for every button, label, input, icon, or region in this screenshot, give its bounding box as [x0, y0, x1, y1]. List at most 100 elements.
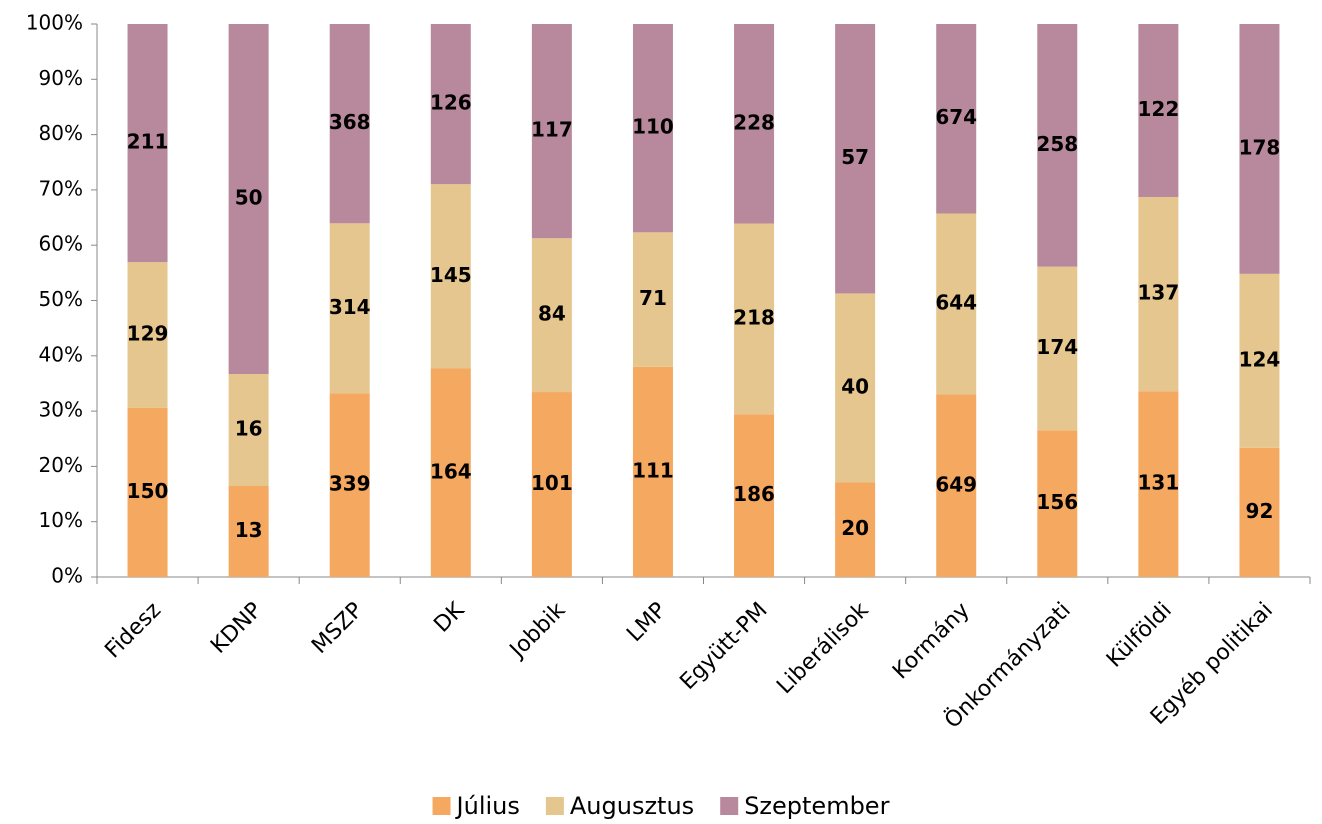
data-label: 258	[1036, 132, 1078, 156]
x-tick-label: Fidesz	[100, 598, 166, 664]
bar-segment	[835, 293, 876, 483]
bar-segment	[734, 414, 775, 577]
data-label: 124	[1239, 347, 1281, 371]
y-tick-label: 40%	[39, 342, 83, 366]
data-label: 110	[632, 115, 674, 139]
bar-segment	[1037, 24, 1078, 267]
bar-segment	[1138, 196, 1179, 392]
data-label: 150	[127, 479, 169, 503]
bar-segment	[430, 184, 471, 369]
x-tick-label: Kormány	[888, 598, 974, 684]
y-tick-label: 90%	[39, 66, 83, 90]
y-tick-label: 10%	[39, 508, 83, 532]
bar-segment	[835, 482, 876, 577]
data-label: 178	[1239, 135, 1281, 159]
data-label: 71	[639, 286, 667, 310]
data-label: 111	[632, 458, 674, 482]
bar-segment	[329, 393, 370, 577]
legend-swatch	[545, 797, 564, 815]
data-label: 649	[935, 472, 977, 496]
y-tick-label: 30%	[39, 398, 83, 422]
y-tick-label: 50%	[39, 287, 83, 311]
bar-segment	[531, 238, 572, 393]
data-label: 164	[430, 459, 472, 483]
bar-segment	[1239, 273, 1280, 448]
data-label: 131	[1138, 471, 1180, 495]
data-label: 92	[1246, 499, 1274, 523]
legend-swatch	[432, 797, 451, 815]
bar-segment	[1239, 24, 1280, 274]
y-tick-label: 100%	[26, 11, 83, 35]
data-label: 186	[733, 482, 775, 506]
bar-segment	[835, 24, 876, 294]
x-tick-label: KDNP	[206, 598, 267, 659]
data-label: 314	[329, 295, 371, 319]
bar-segment	[936, 213, 977, 395]
bar-segment	[1138, 391, 1179, 577]
data-label: 13	[235, 518, 263, 542]
bar-segment	[936, 24, 977, 214]
data-label: 40	[841, 374, 869, 398]
data-label: 50	[235, 186, 263, 210]
bar-segment	[1239, 447, 1280, 577]
legend: Július Augusztus Szeptember	[432, 792, 890, 820]
data-label: 156	[1036, 490, 1078, 514]
x-tick-label: Együtt-PM	[675, 598, 772, 695]
legend-label: Július	[455, 792, 520, 820]
y-tick-label: 60%	[39, 232, 83, 256]
x-tick-label: DK	[429, 597, 469, 637]
y-tick-label: 70%	[39, 176, 83, 200]
bar-segment	[1037, 266, 1078, 431]
data-label: 137	[1138, 281, 1180, 305]
data-label: 117	[531, 118, 573, 142]
data-label: 57	[841, 145, 869, 169]
x-tick-label: LMP	[622, 598, 671, 647]
data-label: 20	[841, 516, 869, 540]
data-label: 101	[531, 471, 573, 495]
y-tick-label: 80%	[39, 121, 83, 145]
x-tick-label: Jobbik	[504, 598, 570, 664]
bar-segment	[734, 223, 775, 415]
bar-segment	[531, 24, 572, 239]
bar-segment	[632, 24, 673, 233]
data-label: 211	[127, 130, 169, 154]
x-tick-label: MSZP	[307, 598, 368, 659]
bar-segment	[936, 394, 977, 577]
data-label: 122	[1138, 97, 1180, 121]
bar-segment	[127, 262, 168, 408]
y-tick-label: 0%	[51, 564, 83, 588]
bar-segment	[127, 24, 168, 263]
bar-segment	[228, 374, 269, 486]
bar-segment	[430, 368, 471, 577]
x-tick-label: Liberálisok	[772, 598, 873, 699]
data-label: 644	[935, 291, 977, 315]
data-label: 228	[733, 110, 775, 134]
data-label: 218	[733, 305, 775, 329]
data-label: 368	[329, 110, 371, 134]
bar-segment	[632, 366, 673, 577]
bar-segment	[531, 392, 572, 577]
legend-swatch	[720, 797, 739, 815]
bar-segment	[1138, 24, 1179, 197]
y-tick-label: 20%	[39, 453, 83, 477]
data-label: 339	[329, 472, 371, 496]
bar-segment	[734, 24, 775, 224]
bar-segment	[228, 486, 269, 577]
bar-segment	[329, 223, 370, 394]
bar-segment	[329, 24, 370, 224]
bar-segment	[127, 407, 168, 577]
legend-label: Szeptember	[744, 792, 889, 820]
data-label: 84	[538, 302, 566, 326]
bar-segment	[430, 24, 471, 185]
data-label: 129	[127, 321, 169, 345]
x-tick-label: Külföldi	[1102, 598, 1177, 673]
legend-label: Augusztus	[570, 792, 694, 820]
data-label: 674	[935, 105, 977, 129]
data-label: 174	[1036, 335, 1078, 359]
bar-segment	[228, 24, 269, 374]
data-label: 145	[430, 263, 472, 287]
data-label: 126	[430, 91, 472, 115]
bar-segment	[632, 232, 673, 367]
data-label: 16	[235, 417, 263, 441]
